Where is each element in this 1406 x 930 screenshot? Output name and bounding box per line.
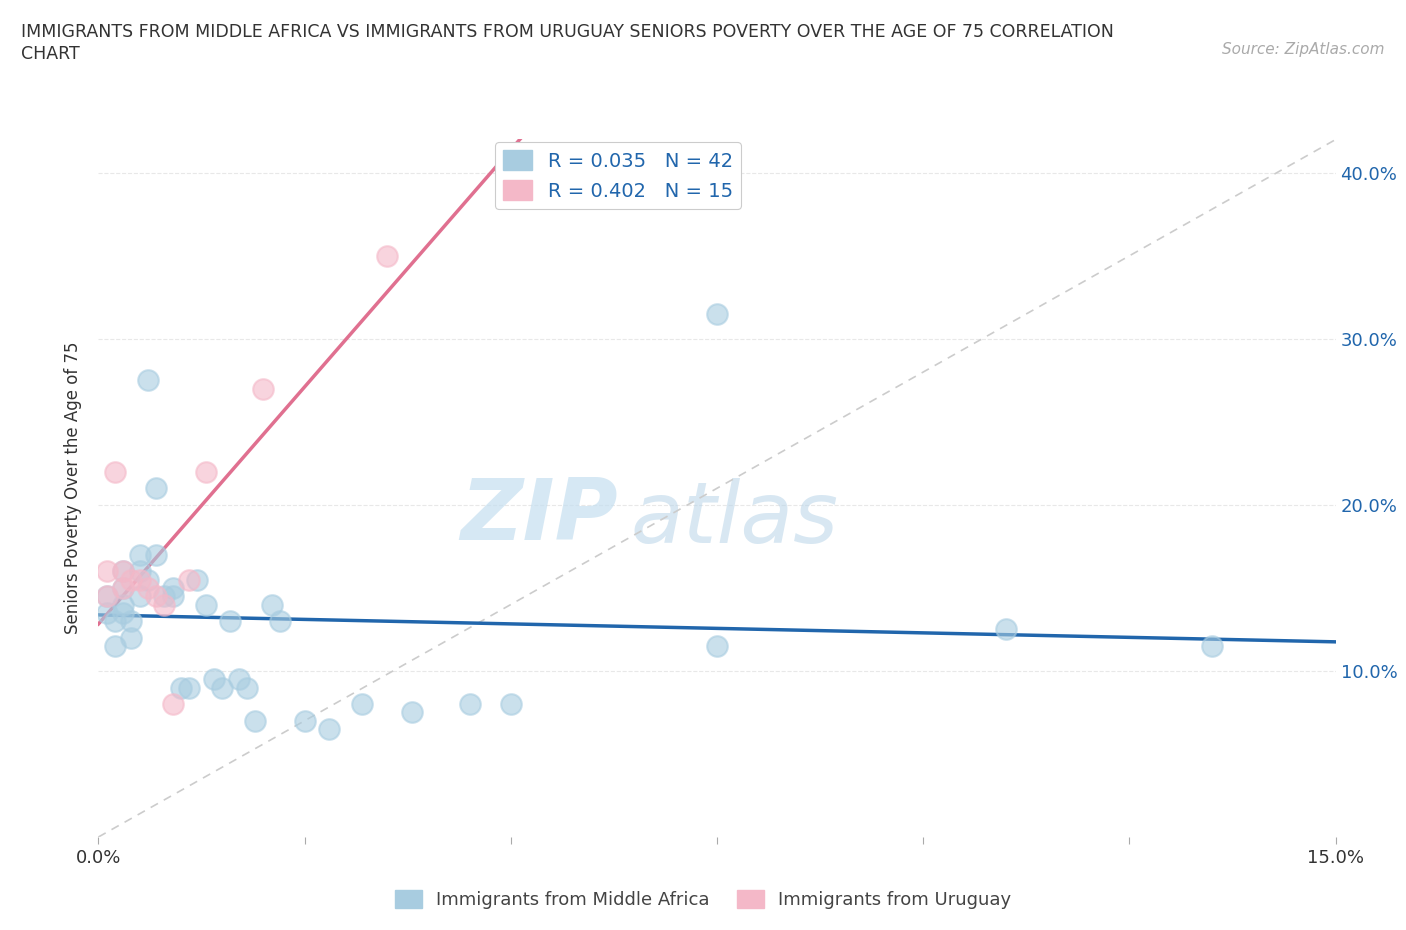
Point	[170, 680, 193, 695]
Point	[96, 605, 118, 620]
Point	[1201, 639, 1223, 654]
Point	[194, 464, 217, 479]
Point	[96, 589, 118, 604]
Point	[112, 564, 135, 578]
Point	[128, 564, 150, 578]
Point	[120, 614, 142, 629]
Point	[112, 580, 135, 595]
Point	[104, 614, 127, 629]
Point	[112, 564, 135, 578]
Point	[186, 572, 208, 587]
Point	[145, 547, 167, 562]
Text: CHART: CHART	[21, 45, 80, 62]
Point	[318, 722, 340, 737]
Point	[219, 614, 242, 629]
Point	[352, 697, 374, 711]
Point	[112, 597, 135, 612]
Point	[136, 572, 159, 587]
Point	[162, 580, 184, 595]
Point	[112, 605, 135, 620]
Point	[128, 547, 150, 562]
Point	[179, 680, 201, 695]
Legend: R = 0.035   N = 42, R = 0.402   N = 15: R = 0.035 N = 42, R = 0.402 N = 15	[495, 142, 741, 208]
Point	[153, 597, 176, 612]
Point	[112, 580, 135, 595]
Point	[145, 589, 167, 604]
Point	[162, 589, 184, 604]
Point	[120, 572, 142, 587]
Point	[994, 622, 1017, 637]
Point	[104, 464, 127, 479]
Point	[194, 597, 217, 612]
Point	[136, 373, 159, 388]
Point	[458, 697, 481, 711]
Point	[252, 381, 274, 396]
Point	[211, 680, 233, 695]
Point	[128, 589, 150, 604]
Point	[706, 307, 728, 322]
Point	[162, 697, 184, 711]
Point	[104, 639, 127, 654]
Point	[128, 572, 150, 587]
Point	[120, 631, 142, 645]
Text: IMMIGRANTS FROM MIDDLE AFRICA VS IMMIGRANTS FROM URUGUAY SENIORS POVERTY OVER TH: IMMIGRANTS FROM MIDDLE AFRICA VS IMMIGRA…	[21, 23, 1114, 41]
Point	[153, 589, 176, 604]
Point	[228, 671, 250, 686]
Point	[179, 572, 201, 587]
Point	[706, 639, 728, 654]
Point	[401, 705, 423, 720]
Point	[375, 248, 398, 263]
Text: ZIP: ZIP	[460, 474, 619, 558]
Point	[236, 680, 259, 695]
Point	[136, 580, 159, 595]
Point	[145, 481, 167, 496]
Point	[294, 713, 316, 728]
Point	[260, 597, 283, 612]
Text: Source: ZipAtlas.com: Source: ZipAtlas.com	[1222, 42, 1385, 57]
Point	[269, 614, 291, 629]
Point	[499, 697, 522, 711]
Point	[96, 589, 118, 604]
Legend: Immigrants from Middle Africa, Immigrants from Uruguay: Immigrants from Middle Africa, Immigrant…	[388, 883, 1018, 916]
Point	[96, 564, 118, 578]
Point	[243, 713, 266, 728]
Text: atlas: atlas	[630, 478, 838, 561]
Y-axis label: Seniors Poverty Over the Age of 75: Seniors Poverty Over the Age of 75	[65, 342, 83, 634]
Point	[202, 671, 225, 686]
